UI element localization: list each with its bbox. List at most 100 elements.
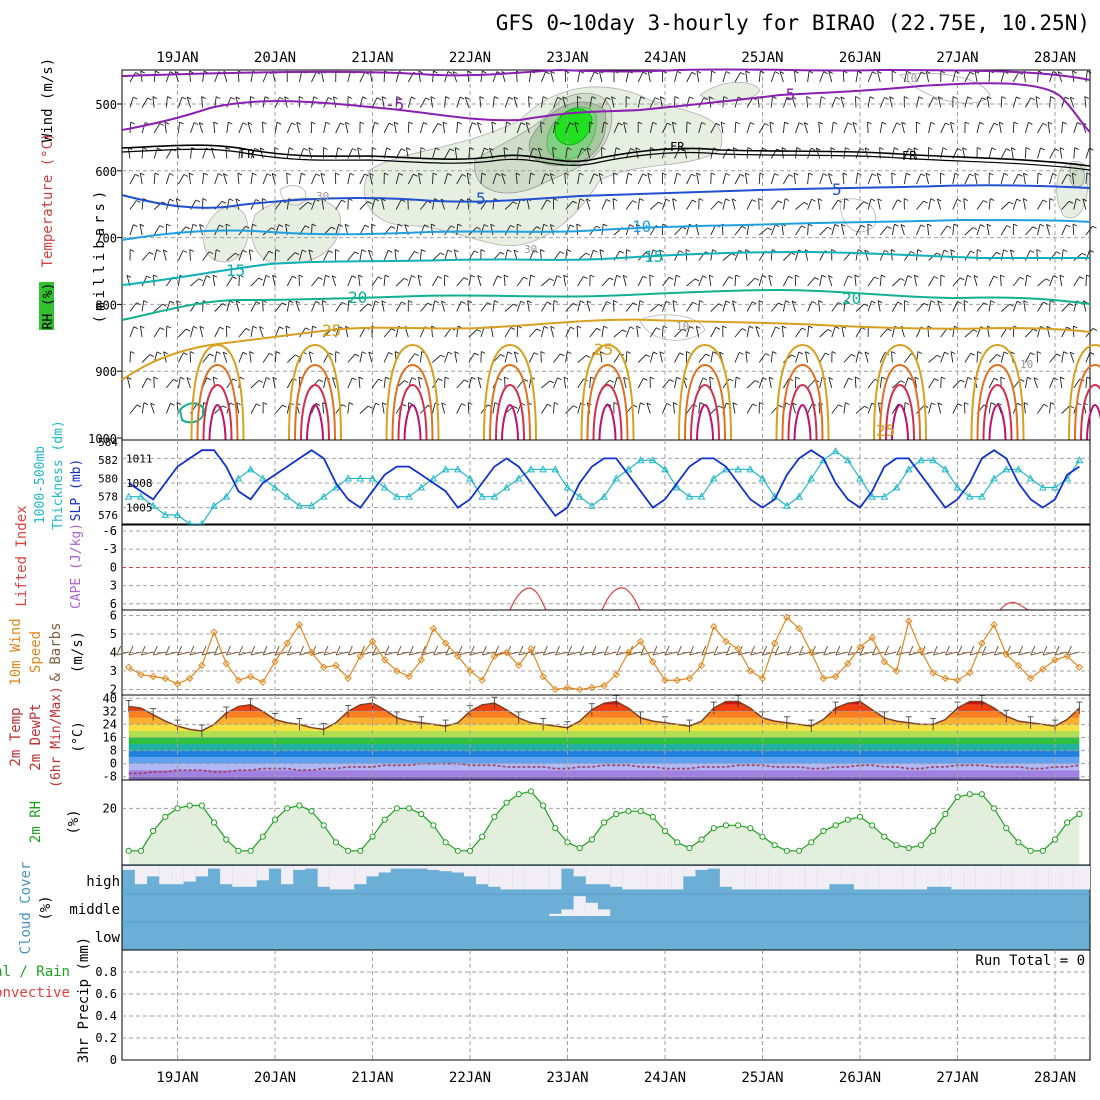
wind-barb	[879, 122, 883, 134]
wind-barb	[444, 249, 449, 261]
wind-barb-flag	[864, 147, 870, 151]
wind-barb-flag	[557, 377, 562, 381]
wind-barb-flag	[430, 223, 436, 227]
cloud-high-clear	[220, 866, 233, 885]
wind-barb-flag	[507, 351, 512, 355]
wind-barb	[698, 300, 700, 312]
wind-barb-flag	[1003, 351, 1009, 355]
cape-tick: 0	[110, 560, 117, 574]
wind-barb-flag	[228, 121, 233, 125]
wind-barb-flag	[361, 249, 367, 253]
wind-barb-flag	[636, 223, 641, 227]
wind-barb	[867, 198, 872, 210]
wind-barb-flag	[563, 274, 568, 278]
wind-barb	[1037, 172, 1039, 185]
wind-barb-flag	[669, 379, 674, 382]
rh-point	[137, 847, 145, 854]
wind-barb-flag	[476, 226, 481, 230]
wind-barb-flag	[352, 377, 357, 381]
wind-barb	[479, 96, 482, 108]
contour-label: 30	[524, 243, 537, 256]
wind-barb-flag	[482, 70, 487, 74]
wind-barb	[503, 275, 506, 287]
contour-15	[121, 250, 1090, 286]
wind-barb	[746, 326, 750, 338]
wind-barb	[308, 351, 312, 363]
thickness-point	[344, 474, 352, 482]
wind-barb-flag	[487, 302, 492, 306]
wind-barb-flag	[694, 278, 700, 282]
diurnal-temp-contour	[501, 403, 519, 441]
wind-barb	[722, 253, 732, 261]
wind-barb	[988, 70, 991, 83]
wind10-point	[429, 624, 438, 633]
wind-barb	[734, 226, 743, 236]
wind-barb-flag	[136, 404, 142, 408]
wind-barb	[311, 277, 319, 287]
wind-barb-flag	[318, 277, 323, 280]
wind-barb-flag	[176, 402, 182, 405]
wind-barb	[1025, 97, 1032, 108]
wind10-point	[746, 667, 755, 675]
wind10-barb	[738, 651, 751, 656]
cloud-high-clear	[610, 866, 623, 887]
rh-point	[844, 816, 851, 823]
upper-ylabel-stack: Wind (m/s) Temperature (°C) RH (%)	[39, 58, 56, 330]
wind-barb	[661, 198, 667, 210]
wind-barb-flag	[594, 71, 599, 75]
thickness-tick: 582	[98, 454, 118, 467]
wind-barb	[1061, 122, 1064, 134]
wind-barb	[444, 225, 452, 236]
wind-barb	[662, 277, 670, 287]
wind-barb	[879, 328, 888, 338]
wind-barb-flag	[1023, 300, 1028, 304]
wind-barb	[456, 379, 465, 389]
wind-barb	[828, 377, 833, 389]
wind-barb	[877, 300, 881, 312]
wind-barb-flag	[816, 147, 821, 151]
wind-barb-flag	[262, 121, 267, 125]
wind-barb-flag	[284, 96, 289, 100]
wind-barb	[129, 404, 138, 414]
wind-barb-flag	[1013, 223, 1018, 227]
wind-barb-flag	[957, 403, 962, 407]
wind-barb	[698, 353, 707, 363]
precip-ticks: 0.80.60.40.20	[95, 965, 117, 1067]
wind-barb	[928, 122, 932, 134]
wind-barb	[637, 275, 644, 287]
wind-barb	[298, 148, 305, 159]
wind-barb	[250, 224, 253, 236]
wind-barb	[286, 275, 293, 287]
wind-barb-flag	[513, 96, 519, 100]
cloud-high-clear	[1024, 866, 1037, 890]
wind-barb	[807, 326, 810, 338]
wind-barb	[552, 147, 554, 159]
wind-barb-flag	[127, 376, 132, 380]
wind-barb	[779, 71, 784, 83]
wind-barb	[321, 198, 325, 210]
wind-barb	[589, 96, 593, 108]
wind-barb	[1010, 147, 1014, 159]
wind-barb	[731, 198, 736, 210]
cloud-high-clear	[634, 866, 647, 890]
thickness-point	[588, 501, 596, 509]
wind-barb-flag	[437, 378, 443, 381]
wind-barb-flag	[1046, 224, 1051, 227]
wind-barb	[359, 201, 368, 210]
rh-point	[759, 833, 766, 840]
wind-barb-flag	[967, 274, 972, 278]
wind-barb-flag	[576, 325, 582, 329]
wind10-barb	[250, 651, 263, 656]
wind-barb-flag	[388, 122, 394, 126]
wind-barb	[226, 300, 231, 312]
wind10-barb	[348, 651, 361, 656]
wind-barb-flag	[778, 404, 783, 408]
wind-barb-flag	[259, 147, 265, 151]
wind-barb	[831, 404, 839, 414]
wind10-point	[185, 674, 194, 683]
wind-barb	[249, 351, 252, 363]
wind-barb-flag	[828, 71, 833, 74]
wind-barb-flag	[920, 224, 925, 228]
wind-barb	[250, 301, 257, 312]
wind-barb	[746, 122, 751, 134]
